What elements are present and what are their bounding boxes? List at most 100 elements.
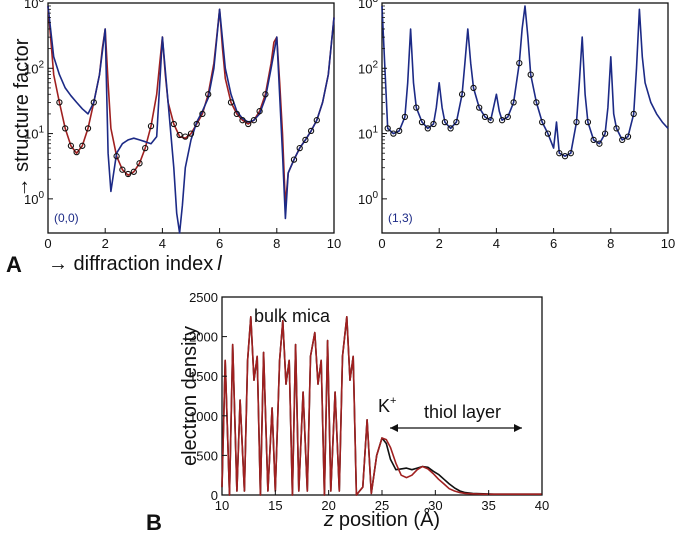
panel-b-y-tick-label: 2500: [189, 290, 218, 305]
panel-a-right-data-point: [476, 104, 483, 111]
panel-a-right-data-point: [573, 118, 580, 126]
panel-b-x-tick-label: 25: [375, 498, 389, 513]
panel-b-plot: 10 15 20 25 30 35 40 0 500 1000 1500 2000 2500 bulk…: [189, 290, 549, 513]
panel-a-left-x-tick-label: 8: [273, 236, 280, 251]
panel-a-right-data-point: [470, 84, 477, 92]
panel-a-left-y-tick-exponent: 1: [38, 125, 44, 136]
panel-a-left-frame: [47, 2, 335, 234]
panel-a-right-y-tick-label: 101: [358, 125, 378, 142]
panel-a-left-data-point: [147, 122, 155, 130]
panel-a-ylabel: → structure factor: [11, 38, 33, 197]
panel-a-right-y-tick-label: 102: [358, 59, 378, 76]
panel-a-right-frame: [381, 2, 669, 234]
panel-a-right-data-point: [567, 150, 574, 157]
panel-b-annotation-k-charge: +: [390, 395, 396, 407]
panel-a-left-x-tick-label: 2: [102, 236, 109, 251]
panel-a-letter: A: [6, 252, 22, 277]
panel-a-right-x-tick-label: 6: [550, 236, 557, 251]
panel-a-right-data-point: [418, 118, 426, 126]
panel-a-right-data-point: [533, 99, 540, 106]
panel-a-left-data-point: [73, 148, 80, 156]
panel-b-y-tick-label: 1500: [189, 369, 218, 384]
panel-a-left-data-point: [90, 99, 97, 106]
panel-a-left-data-point: [290, 156, 298, 163]
panel-a-right-data-point: [601, 130, 609, 137]
panel-a-left-y-tick-label: 102: [24, 59, 44, 76]
panel-a-right-data-point: [630, 110, 637, 118]
panel-a-right-y-tick-base: 10: [358, 192, 372, 207]
panel-a-left-x-tick-label: 6: [216, 236, 223, 251]
panel-b-series-1-line: [221, 316, 542, 496]
panel-a-right-data-point: [527, 71, 534, 78]
panel-a-right-data-point: [384, 125, 391, 132]
panel-a-left-x-tick-label: 0: [44, 236, 51, 251]
panel-a-right-data-point: [413, 104, 420, 111]
panel-a-right-data-point: [401, 113, 409, 121]
panel-a-right-data-point: [596, 140, 603, 147]
panel-a-left-data-point: [296, 144, 303, 152]
panel-a-left-data-point: [113, 153, 120, 160]
panel-a-right-x-tick-label: 10: [661, 236, 675, 251]
panel-a-left-data-point: [262, 91, 269, 98]
panel-a-right-y-tick-base: 10: [358, 0, 372, 11]
panel-a-right-y-tick-exponent: 0: [372, 190, 378, 201]
panel-b-x-tick-label: 20: [321, 498, 335, 513]
panel-a-right-data-point: [556, 150, 563, 157]
panel-a-right-data-point: [453, 118, 460, 126]
panel-a-left-data-point: [233, 110, 240, 118]
panel-a-right-y-tick-label: 100: [358, 190, 378, 207]
panel-a-left-data-point: [142, 144, 149, 152]
panel-b-x-tick-label: 40: [535, 498, 549, 513]
panel-a-left-x-tick-label: 10: [327, 236, 341, 251]
panel-a-xlabel: → diffraction index l: [48, 253, 222, 275]
panel-a-left-series-0-line: [47, 5, 335, 206]
panel-a-right-data-point: [487, 117, 494, 124]
panel-a-right-data-point: [458, 91, 466, 98]
panel-a-left-data-point: [84, 125, 92, 132]
panel-a-left-data-point: [124, 170, 132, 178]
panel-a-left-data-point: [256, 108, 263, 115]
panel-a-left-annotation: (0,0): [54, 211, 79, 225]
panel-a-left-data-point: [67, 142, 75, 149]
panel-b-ylabel: electron density: [179, 326, 201, 466]
panel-b-x-tick-label: 15: [268, 498, 282, 513]
panel-a-right-data-point: [624, 133, 632, 140]
panel-b-annotation-bulk-mica: bulk mica: [254, 306, 331, 326]
panel-a-left-data-point: [245, 120, 252, 128]
panel-a-left-data-point: [227, 99, 235, 106]
panel-a-left-y-tick-base: 10: [24, 0, 38, 11]
panel-a-left-data-point: [313, 117, 320, 124]
panel-a-right-data-point: [539, 118, 546, 126]
panel-a-left-data-point: [205, 91, 212, 98]
panel-a-right-data-point: [561, 153, 569, 160]
panel-b-x-tick-label: 30: [428, 498, 442, 513]
panel-a-right-data-point: [619, 136, 626, 144]
panel-b-annotation-k-symbol: K: [378, 396, 390, 416]
panel-a-left-y-tick-exponent: 2: [38, 59, 44, 70]
panel-a-left-y-tick-label: 100: [24, 190, 44, 207]
panel-a-left-data-point: [182, 133, 189, 140]
panel-b-thiol-arrow-right-head: [514, 424, 522, 432]
panel-a-left-y-tick-label: 103: [24, 0, 44, 11]
panel-b-y-tick-label: 0: [211, 488, 218, 503]
panel-a-left-series-1-line: [47, 5, 335, 234]
panel-a-right-data-point: [390, 130, 397, 137]
panel-a-left-data-point: [130, 168, 137, 175]
panel-a-left-data-point: [307, 127, 315, 135]
panel-a-right-series-0-line: [381, 5, 669, 157]
panel-a-left-y-tick-base: 10: [24, 192, 38, 207]
panel-a-left-y-tick-label: 101: [24, 125, 44, 142]
panel-a-left-data-point: [199, 110, 206, 118]
panel-a-left-data-point: [187, 130, 195, 137]
panel-a-left-data-point: [79, 142, 86, 149]
panel-a-right-x-tick-label: 4: [493, 236, 500, 251]
panel-b-y-tick-label: 1000: [189, 409, 218, 424]
panel-a-left-data-point: [193, 120, 200, 128]
panel-b-y-tick-label: 500: [196, 448, 218, 463]
panel-a-right-x-tick-label: 2: [436, 236, 443, 251]
panel-a-right-data-point: [590, 136, 597, 144]
panel-a-left-data-point: [239, 117, 246, 124]
